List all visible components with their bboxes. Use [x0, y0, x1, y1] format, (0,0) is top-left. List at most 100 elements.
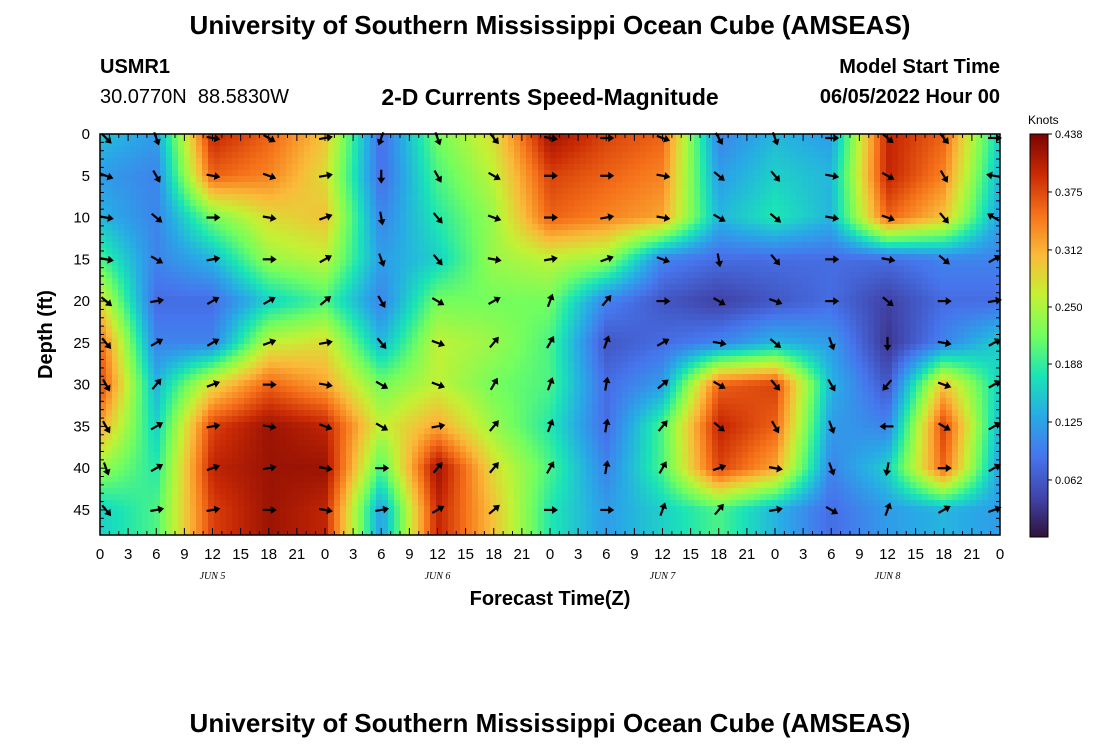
heat-cell: [286, 164, 293, 171]
heat-cell: [232, 176, 239, 183]
heat-cell: [538, 410, 545, 417]
heat-cell: [358, 218, 365, 225]
heat-cell: [148, 296, 155, 303]
heat-cell: [508, 296, 515, 303]
heat-cell: [370, 272, 377, 279]
heat-cell: [388, 158, 395, 165]
heat-cell: [502, 452, 509, 459]
heat-cell: [424, 284, 431, 291]
heat-cell: [364, 320, 371, 327]
heat-cell: [292, 476, 299, 483]
heat-cell: [220, 248, 227, 255]
heat-cell: [316, 530, 323, 536]
heat-cell: [304, 512, 311, 519]
heat-cell: [448, 476, 455, 483]
heat-cell: [262, 350, 269, 357]
heat-cell: [262, 308, 269, 315]
heat-cell: [154, 314, 161, 321]
heat-cell: [364, 290, 371, 297]
heat-cell: [166, 248, 173, 255]
heat-cell: [196, 410, 203, 417]
heat-cell: [268, 500, 275, 507]
heat-cell: [466, 266, 473, 273]
heat-cell: [250, 140, 257, 147]
heat-cell: [124, 164, 131, 171]
heat-cell: [496, 446, 503, 453]
heat-cell: [304, 458, 311, 465]
heat-cell: [136, 206, 143, 213]
heat-cell: [250, 476, 257, 483]
heat-cell: [466, 314, 473, 321]
heat-cell: [526, 416, 533, 423]
heat-cell: [148, 284, 155, 291]
heat-cell: [364, 380, 371, 387]
heat-cell: [142, 236, 149, 243]
heat-cell: [250, 356, 257, 363]
heat-cell: [106, 518, 113, 525]
heat-cell: [226, 368, 233, 375]
heat-cell: [112, 500, 119, 507]
heat-cell: [322, 332, 329, 339]
heat-cell: [382, 308, 389, 315]
heat-cell: [268, 512, 275, 519]
heat-cell: [106, 182, 113, 189]
heat-cell: [538, 440, 545, 447]
heat-cell: [448, 440, 455, 447]
heat-cell: [274, 470, 281, 477]
heat-cell: [256, 368, 263, 375]
heat-cell: [484, 260, 491, 267]
heat-cell: [118, 242, 125, 249]
heat-cell: [280, 290, 287, 297]
heat-cell: [526, 266, 533, 273]
heat-cell: [166, 440, 173, 447]
heat-cell: [280, 518, 287, 525]
heat-cell: [442, 278, 449, 285]
heat-cell: [112, 146, 119, 153]
heat-cell: [232, 218, 239, 225]
heat-cell: [514, 296, 521, 303]
heat-cell: [280, 512, 287, 519]
heat-cell: [196, 350, 203, 357]
heat-cell: [202, 170, 209, 177]
heat-cell: [154, 392, 161, 399]
heat-cell: [370, 488, 377, 495]
heat-cell: [100, 140, 107, 147]
heat-cell: [184, 254, 191, 261]
heat-cell: [142, 380, 149, 387]
heat-cell: [310, 332, 317, 339]
heat-cell: [508, 386, 515, 393]
heat-cell: [256, 434, 263, 441]
heat-cell: [328, 302, 335, 309]
heat-cell: [250, 440, 257, 447]
heat-cell: [160, 278, 167, 285]
heat-cell: [214, 362, 221, 369]
heat-cell: [118, 200, 125, 207]
heat-cell: [334, 506, 341, 513]
heat-cell: [322, 152, 329, 159]
heat-cell: [484, 410, 491, 417]
heat-cell: [340, 134, 347, 141]
heat-cell: [160, 134, 167, 141]
heat-cell: [358, 200, 365, 207]
heat-cell: [358, 278, 365, 285]
heat-cell: [340, 362, 347, 369]
heat-cell: [358, 254, 365, 261]
heat-cell: [238, 410, 245, 417]
heat-cell: [154, 482, 161, 489]
heat-cell: [298, 416, 305, 423]
heat-cell: [232, 398, 239, 405]
heat-cell: [256, 356, 263, 363]
heat-cell: [448, 182, 455, 189]
heat-cell: [214, 386, 221, 393]
heat-cell: [484, 152, 491, 159]
heat-cell: [472, 482, 479, 489]
heat-cell: [448, 350, 455, 357]
heat-cell: [136, 410, 143, 417]
heat-cell: [382, 272, 389, 279]
heat-cell: [274, 284, 281, 291]
heat-cell: [424, 200, 431, 207]
heat-cell: [400, 362, 407, 369]
heat-cell: [286, 218, 293, 225]
heat-cell: [172, 146, 179, 153]
heat-cell: [478, 332, 485, 339]
